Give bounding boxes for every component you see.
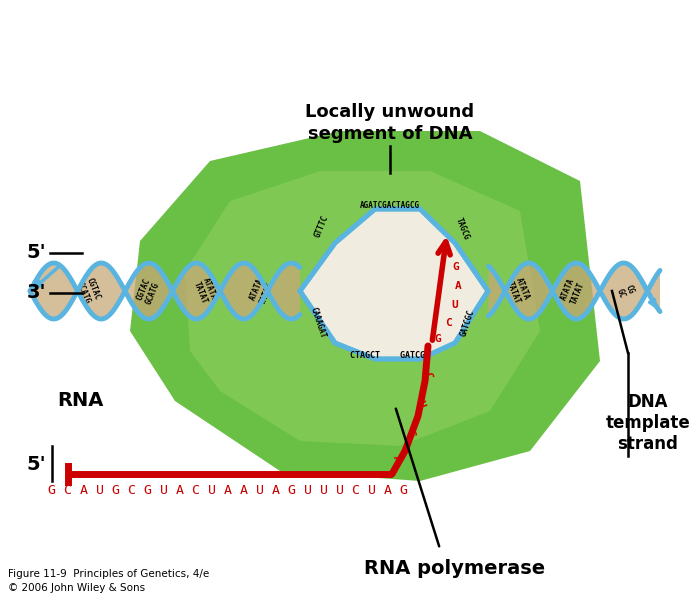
Text: GTTTC: GTTTC <box>313 213 331 239</box>
Text: ATATA: ATATA <box>201 276 218 302</box>
Text: 5': 5' <box>26 456 46 475</box>
Text: 3': 3' <box>26 284 46 302</box>
Text: GC: GC <box>615 287 626 299</box>
Text: TATAT: TATAT <box>505 281 522 305</box>
Text: AGATCGACTAGCG: AGATCGACTAGCG <box>360 201 420 210</box>
Text: CAAAGAT: CAAAGAT <box>308 307 327 340</box>
Text: TATAT: TATAT <box>569 281 586 305</box>
Text: G: G <box>435 334 441 344</box>
Text: C: C <box>445 318 451 328</box>
Text: CTAGCT    GATCGC: CTAGCT GATCGC <box>350 352 430 361</box>
Text: TATAT: TATAT <box>192 281 209 305</box>
Text: ATATA: ATATA <box>249 276 266 302</box>
Text: GCATG: GCATG <box>144 281 161 305</box>
Text: GCATG: GCATG <box>75 281 92 305</box>
Text: A: A <box>455 281 462 291</box>
Text: G C A U G C G U A C U A A U A G U U U C U A G: G C A U G C G U A C U A A U A G U U U C … <box>48 484 408 498</box>
Text: TATAT: TATAT <box>258 281 275 305</box>
Polygon shape <box>185 171 540 446</box>
Text: CG: CG <box>624 283 635 295</box>
Text: Figure 11-9  Principles of Genetics, 4/e
© 2006 John Wiley & Sons: Figure 11-9 Principles of Genetics, 4/e … <box>8 569 209 593</box>
Text: G: G <box>404 429 416 438</box>
Text: G: G <box>453 262 459 272</box>
Text: C: C <box>421 371 433 381</box>
Text: TAGCG: TAGCG <box>453 216 471 242</box>
Text: CGTAC: CGTAC <box>135 276 152 302</box>
Text: U: U <box>414 399 426 409</box>
Polygon shape <box>130 131 600 481</box>
Text: RNA polymerase: RNA polymerase <box>365 560 545 579</box>
Text: ATATA: ATATA <box>560 276 577 302</box>
Text: ATATA: ATATA <box>514 276 531 302</box>
Text: GATCGC: GATCGC <box>459 308 477 338</box>
Text: 5': 5' <box>26 243 46 263</box>
Polygon shape <box>300 209 488 359</box>
Text: CGTAC: CGTAC <box>84 276 101 302</box>
Text: DNA
template
strand: DNA template strand <box>606 393 690 453</box>
Text: U: U <box>452 300 458 310</box>
Text: A: A <box>390 455 401 463</box>
Text: Locally unwound
segment of DNA: Locally unwound segment of DNA <box>306 103 475 143</box>
Text: RNA: RNA <box>57 391 103 410</box>
